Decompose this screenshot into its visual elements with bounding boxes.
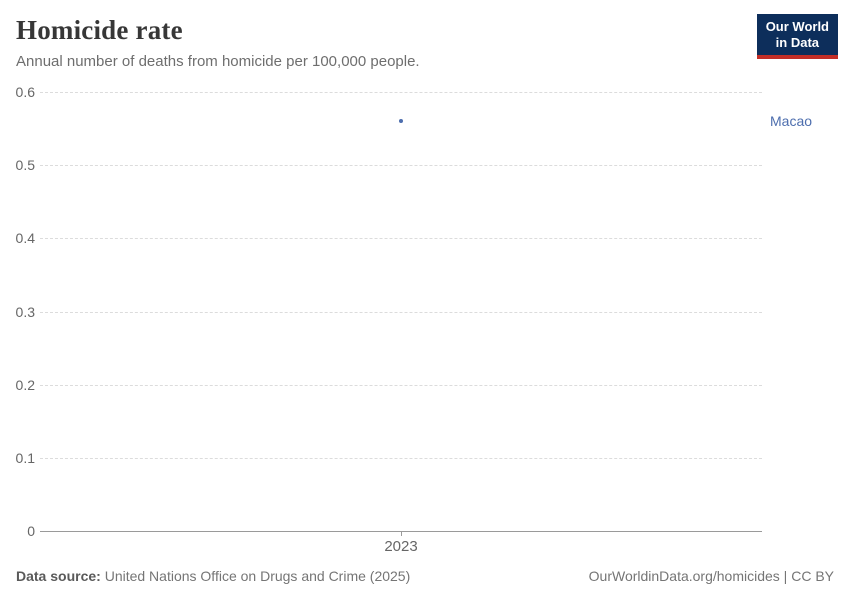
entity-label[interactable]: Macao <box>770 113 813 130</box>
footer-link[interactable]: OurWorldinData.org/homicides | CC BY <box>588 568 834 584</box>
y-tick-label: 0.4 <box>15 230 35 247</box>
y-tick-label: 0.5 <box>15 157 35 174</box>
gridline <box>40 238 762 240</box>
chart-title: Homicide rate <box>16 15 183 45</box>
gridline <box>40 92 762 93</box>
x-tick-mark <box>401 531 402 536</box>
y-tick-label: 0.2 <box>15 376 35 393</box>
gridline <box>40 384 762 386</box>
data-point-macao[interactable] <box>399 119 403 124</box>
owid-logo-line2: in Data <box>775 34 820 50</box>
y-tick-label: 0.3 <box>15 303 35 320</box>
data-source-label: Data source: <box>16 568 101 584</box>
chart-subtitle: Annual number of deaths from homicide pe… <box>16 53 420 70</box>
y-tick-label: 0 <box>27 523 35 539</box>
y-tick-label: 0.1 <box>15 449 35 466</box>
owid-logo-line1: Our World <box>765 19 829 34</box>
y-tick-label: 0.6 <box>15 84 35 100</box>
owid-logo[interactable]: Our World in Data <box>756 14 838 59</box>
gridline <box>40 457 762 459</box>
x-tick-label: 2023 <box>384 538 418 555</box>
data-source-text: United Nations Office on Drugs and Crime… <box>100 568 411 584</box>
plot-area: 0 0.1 0.2 0.3 0.4 0.5 0.6 2023 Macao <box>16 84 813 555</box>
data-source-note: Data source: United Nations Office on Dr… <box>16 568 410 584</box>
gridline <box>40 165 762 167</box>
gridline <box>40 311 762 313</box>
chart-footer: Data source: United Nations Office on Dr… <box>16 568 834 584</box>
